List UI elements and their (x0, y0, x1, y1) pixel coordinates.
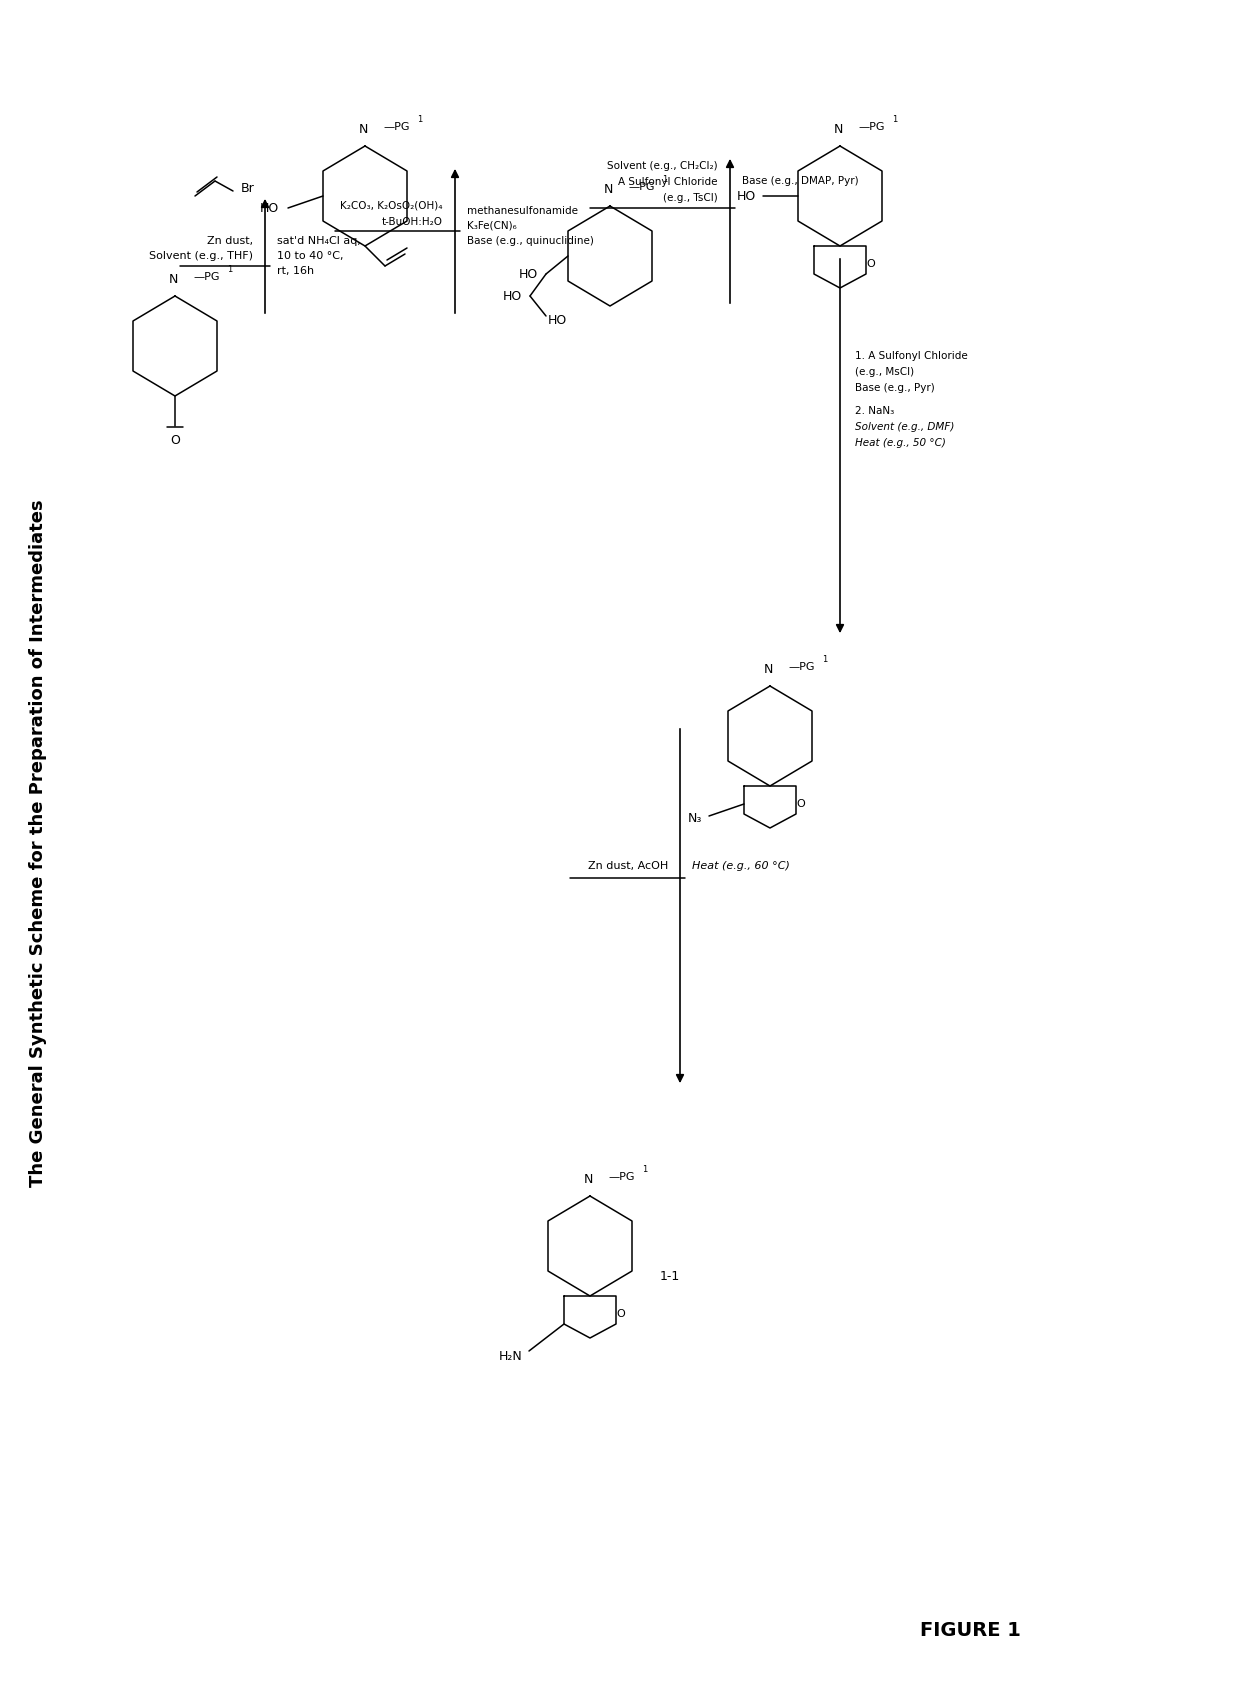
Text: O: O (170, 433, 180, 447)
Text: Zn dust,: Zn dust, (207, 236, 253, 246)
Text: (e.g., TsCl): (e.g., TsCl) (663, 192, 718, 202)
Text: 1: 1 (642, 1165, 647, 1173)
Text: Heat (e.g., 50 °C): Heat (e.g., 50 °C) (856, 438, 946, 448)
Text: (e.g., MsCl): (e.g., MsCl) (856, 368, 914, 378)
Text: N: N (583, 1173, 593, 1185)
Text: 1: 1 (822, 654, 827, 664)
Text: —PG: —PG (383, 121, 409, 132)
Text: 1: 1 (662, 175, 667, 184)
Text: 1-1: 1-1 (660, 1270, 681, 1283)
Text: Solvent (e.g., THF): Solvent (e.g., THF) (149, 251, 253, 261)
Text: N: N (358, 123, 368, 137)
Text: Base (e.g., quinuclidine): Base (e.g., quinuclidine) (467, 236, 594, 246)
Text: The General Synthetic Scheme for the Preparation of Intermediates: The General Synthetic Scheme for the Pre… (29, 499, 47, 1187)
Text: Base (e.g., DMAP, Pyr): Base (e.g., DMAP, Pyr) (742, 175, 858, 185)
Text: 1: 1 (417, 115, 423, 125)
Text: Base (e.g., Pyr): Base (e.g., Pyr) (856, 383, 935, 393)
Text: N: N (764, 663, 773, 676)
Text: A Sulfonyl Chloride: A Sulfonyl Chloride (619, 177, 718, 187)
Text: 1. A Sulfonyl Chloride: 1. A Sulfonyl Chloride (856, 351, 967, 361)
Text: —PG: —PG (608, 1172, 635, 1182)
Text: Heat (e.g., 60 °C): Heat (e.g., 60 °C) (692, 862, 790, 872)
Text: methanesulfonamide: methanesulfonamide (467, 206, 578, 216)
Text: Br: Br (241, 182, 254, 194)
Text: O: O (616, 1308, 625, 1318)
Text: —PG: —PG (193, 271, 219, 282)
Text: Solvent (e.g., DMF): Solvent (e.g., DMF) (856, 422, 955, 432)
Text: —PG: —PG (787, 663, 815, 673)
Text: rt, 16h: rt, 16h (277, 266, 314, 277)
Text: O: O (866, 260, 874, 270)
Text: Solvent (e.g., CH₂Cl₂): Solvent (e.g., CH₂Cl₂) (608, 160, 718, 170)
Text: K₃Fe(CN)₆: K₃Fe(CN)₆ (467, 221, 517, 231)
Text: N: N (604, 184, 613, 196)
Text: HO: HO (518, 268, 538, 280)
Text: N: N (169, 273, 177, 287)
Text: 1: 1 (227, 265, 232, 275)
Text: HO: HO (502, 290, 522, 302)
Text: N: N (833, 123, 843, 137)
Text: HO: HO (548, 315, 567, 327)
Text: N₃: N₃ (688, 813, 702, 826)
Text: 2. NaN₃: 2. NaN₃ (856, 406, 894, 416)
Text: sat'd NH₄Cl aq,: sat'd NH₄Cl aq, (277, 236, 361, 246)
Text: HO: HO (737, 189, 756, 202)
Text: FIGURE 1: FIGURE 1 (920, 1622, 1021, 1640)
Text: Zn dust, AcOH: Zn dust, AcOH (588, 862, 668, 872)
Text: O: O (796, 799, 805, 809)
Text: —PG: —PG (858, 121, 884, 132)
Text: 1: 1 (892, 115, 898, 125)
Text: K₂CO₃, K₂OsO₂(OH)₄: K₂CO₃, K₂OsO₂(OH)₄ (341, 201, 443, 211)
Text: t-BuOH:H₂O: t-BuOH:H₂O (382, 217, 443, 228)
Text: —PG: —PG (627, 182, 655, 192)
Text: 10 to 40 °C,: 10 to 40 °C, (277, 251, 343, 261)
Text: H₂N: H₂N (498, 1349, 522, 1362)
Text: HO: HO (259, 202, 279, 214)
